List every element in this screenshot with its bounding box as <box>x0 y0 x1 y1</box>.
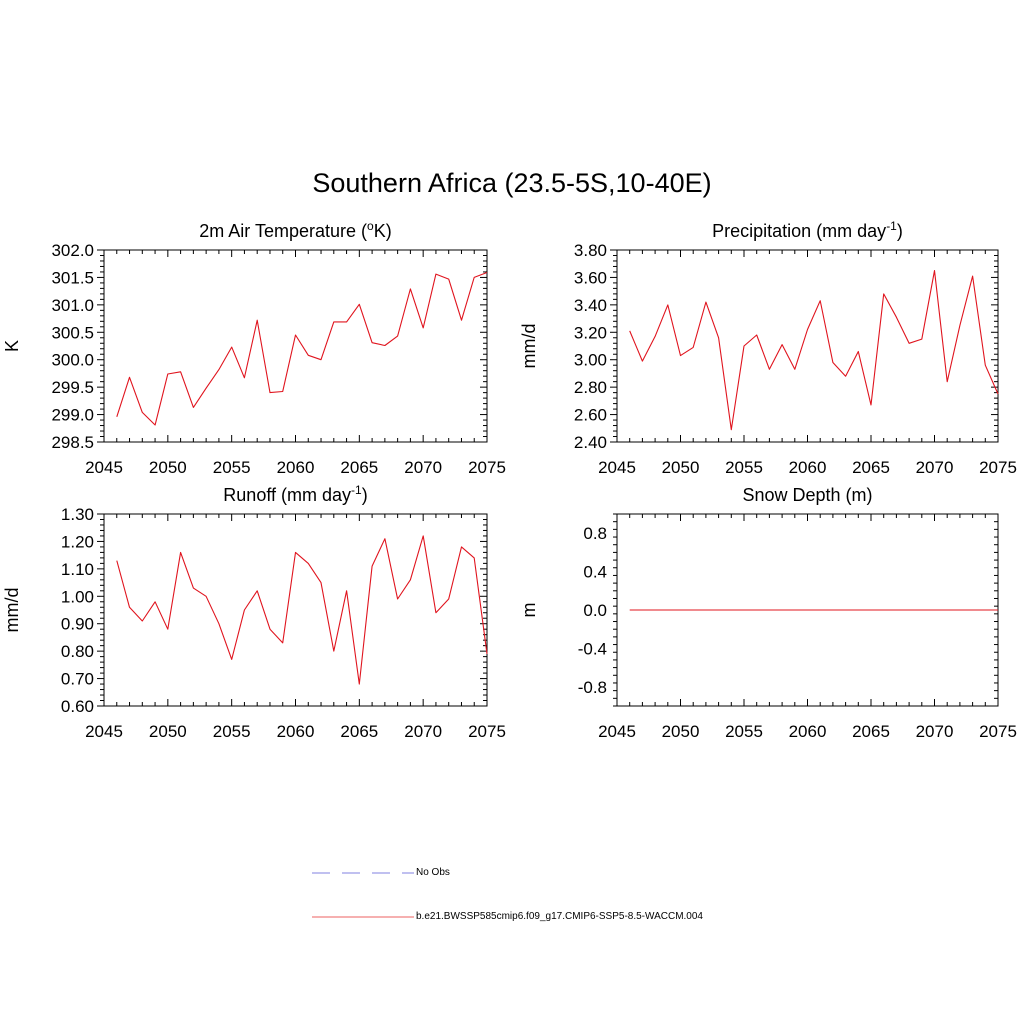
y-tick-label: 2.60 <box>574 406 607 425</box>
y-tick-label: -0.4 <box>578 639 607 658</box>
y-tick-label: 300.0 <box>51 351 94 370</box>
y-tick-label: 301.5 <box>51 268 94 287</box>
y-axis-label: K <box>2 340 22 352</box>
x-tick-label: 2070 <box>916 722 954 741</box>
x-tick-label: 2075 <box>979 722 1017 741</box>
x-tick-label: 2070 <box>404 458 442 477</box>
y-axis-label: m <box>519 603 539 618</box>
x-tick-label: 2050 <box>149 722 187 741</box>
y-tick-label: 0.4 <box>583 563 607 582</box>
y-tick-label: 0.8 <box>583 524 607 543</box>
panel-title-suffix: ) <box>362 485 368 505</box>
panel-2: 2045 2050 2055 2060 2065 2070 2075 2.40 2.60 2.80… <box>519 219 1017 477</box>
y-tick-label: 3.60 <box>574 268 607 287</box>
x-tick-label: 2045 <box>598 722 636 741</box>
y-tick-label: 3.40 <box>574 296 607 315</box>
y-tick-label: 0.80 <box>61 642 94 661</box>
x-tick-label: 2050 <box>662 458 700 477</box>
x-tick-label: 2055 <box>725 722 763 741</box>
y-tick-label: 298.5 <box>51 433 94 452</box>
y-tick-label: 3.20 <box>574 323 607 342</box>
y-tick-label: 1.10 <box>61 560 94 579</box>
x-tick-label: 2065 <box>852 458 890 477</box>
y-tick-label: 0.60 <box>61 697 94 716</box>
y-tick-label: 301.0 <box>51 296 94 315</box>
y-tick-label: 3.80 <box>574 241 607 260</box>
plot-frame <box>616 249 999 443</box>
y-tick-label: 299.0 <box>51 406 94 425</box>
y-tick-label: 300.5 <box>51 323 94 342</box>
x-tick-label: 2060 <box>277 722 315 741</box>
panel-1: 2045 2050 2055 2060 2065 2070 2075 298.5 299.0 29… <box>2 219 506 477</box>
y-tick-label: 302.0 <box>51 241 94 260</box>
y-tick-label: 1.20 <box>61 532 94 551</box>
y-tick-label: 2.40 <box>574 433 607 452</box>
x-tick-label: 2060 <box>277 458 315 477</box>
x-tick-label: 2045 <box>85 722 123 741</box>
y-tick-label: 299.5 <box>51 378 94 397</box>
x-tick-label: 2075 <box>979 458 1017 477</box>
x-tick-label: 2055 <box>213 722 251 741</box>
panel-title-main: 2m Air Temperature ( <box>199 221 367 241</box>
x-tick-label: 2050 <box>662 722 700 741</box>
panel-title-suffix: ) <box>897 221 903 241</box>
panel-4: 2045 2050 2055 2060 2065 2070 2075 -0.8 -0.4 0.0 0… <box>519 485 1017 741</box>
figure-title: Southern Africa (23.5-5S,10-40E) <box>312 168 712 198</box>
x-tick-label: 2050 <box>149 458 187 477</box>
plot-frame <box>103 249 488 443</box>
y-tick-label: 1.30 <box>61 505 94 524</box>
panel-title-suffix: K) <box>374 221 392 241</box>
x-tick-label: 2065 <box>340 722 378 741</box>
panel-3: 2045 2050 2055 2060 2065 2070 2075 0.60 0.70 0.80… <box>2 483 506 741</box>
y-axis-label: mm/d <box>2 588 22 633</box>
plot-frame <box>103 513 488 707</box>
x-tick-label: 2045 <box>85 458 123 477</box>
y-tick-label: 2.80 <box>574 378 607 397</box>
panel-title: 2m Air Temperature (oK) <box>199 219 391 241</box>
legend-obs-label: No Obs <box>416 867 450 878</box>
panel-title: Runoff (mm day-1) <box>223 483 367 505</box>
panel-title-main: Runoff (mm day <box>223 485 351 505</box>
panel-title: Precipitation (mm day-1) <box>712 219 903 241</box>
x-tick-label: 2060 <box>789 722 827 741</box>
y-axis-label: mm/d <box>519 324 539 369</box>
x-tick-label: 2065 <box>852 722 890 741</box>
series-line <box>116 271 488 426</box>
panel-title-sup: o <box>367 219 374 233</box>
y-tick-label: 0.90 <box>61 615 94 634</box>
y-tick-label: 3.00 <box>574 351 607 370</box>
x-tick-label: 2070 <box>916 458 954 477</box>
y-tick-label: 0.70 <box>61 670 94 689</box>
series-line <box>116 535 488 685</box>
panel-title-sup: -1 <box>886 219 897 233</box>
x-tick-label: 2060 <box>789 458 827 477</box>
x-tick-label: 2055 <box>725 458 763 477</box>
panel-title-sup: -1 <box>351 483 362 497</box>
panel-title-main: Precipitation (mm day <box>712 221 886 241</box>
series-line <box>629 270 999 431</box>
x-tick-label: 2075 <box>468 458 506 477</box>
x-tick-label: 2045 <box>598 458 636 477</box>
x-tick-label: 2075 <box>468 722 506 741</box>
x-tick-label: 2055 <box>213 458 251 477</box>
y-tick-label: 0.0 <box>583 601 607 620</box>
x-tick-label: 2065 <box>340 458 378 477</box>
x-tick-label: 2070 <box>404 722 442 741</box>
panel-title-main: Snow Depth (m) <box>742 485 872 505</box>
legend-model-label: b.e21.BWSSP585cmip6.f09_g17.CMIP6-SSP5-8… <box>416 911 703 922</box>
y-tick-label: -0.8 <box>578 678 607 697</box>
panel-title: Snow Depth (m) <box>742 485 872 505</box>
y-tick-label: 1.00 <box>61 587 94 606</box>
